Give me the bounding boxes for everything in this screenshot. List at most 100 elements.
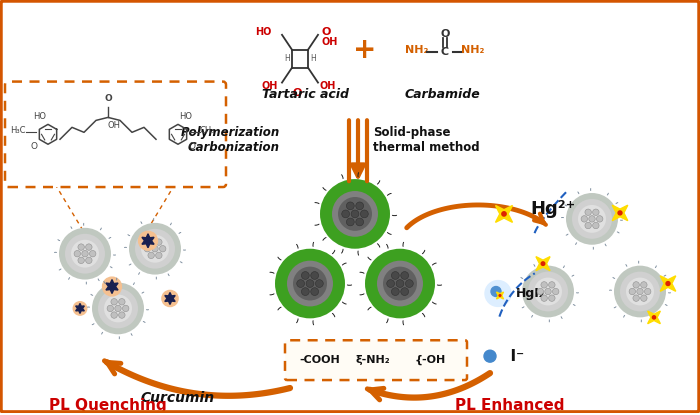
Circle shape — [85, 257, 92, 264]
Circle shape — [316, 280, 323, 288]
Circle shape — [629, 288, 636, 295]
Circle shape — [332, 191, 378, 237]
Circle shape — [585, 209, 591, 215]
Circle shape — [620, 271, 660, 311]
FancyBboxPatch shape — [5, 82, 226, 187]
Circle shape — [552, 288, 559, 295]
Circle shape — [593, 222, 599, 229]
Text: +: + — [354, 36, 377, 64]
Circle shape — [102, 277, 122, 296]
Text: thermal method: thermal method — [373, 141, 480, 154]
Polygon shape — [496, 205, 512, 222]
Text: Carbonization: Carbonization — [188, 141, 280, 154]
Text: OH: OH — [320, 81, 337, 90]
Circle shape — [346, 218, 354, 226]
Circle shape — [302, 271, 309, 279]
Circle shape — [107, 305, 113, 312]
Text: Tartaric acid: Tartaric acid — [262, 88, 349, 101]
Text: HgI₂: HgI₂ — [516, 287, 545, 300]
Circle shape — [640, 282, 647, 288]
Text: H₃C: H₃C — [10, 126, 26, 135]
Circle shape — [111, 312, 118, 318]
Text: O: O — [322, 27, 331, 37]
Circle shape — [275, 249, 345, 318]
Circle shape — [118, 312, 125, 318]
Text: HO: HO — [34, 112, 46, 121]
Text: C: C — [441, 47, 449, 57]
Circle shape — [528, 271, 568, 311]
Text: ξ-NH₂: ξ-NH₂ — [355, 355, 390, 365]
FancyBboxPatch shape — [285, 340, 467, 380]
Circle shape — [141, 235, 169, 263]
Circle shape — [152, 246, 158, 252]
Text: HO: HO — [256, 27, 272, 37]
Circle shape — [401, 288, 409, 295]
Circle shape — [356, 218, 363, 226]
Circle shape — [346, 202, 354, 210]
Circle shape — [139, 232, 158, 250]
Circle shape — [537, 288, 543, 295]
Circle shape — [633, 295, 639, 301]
Circle shape — [485, 281, 511, 306]
Circle shape — [118, 298, 125, 305]
Polygon shape — [536, 256, 550, 271]
Text: {-OH: {-OH — [415, 355, 447, 365]
Text: OH: OH — [322, 37, 338, 47]
Circle shape — [74, 302, 87, 315]
Polygon shape — [612, 205, 628, 221]
Circle shape — [618, 211, 622, 215]
Circle shape — [306, 280, 314, 288]
Circle shape — [115, 305, 121, 312]
Circle shape — [162, 290, 178, 307]
Circle shape — [502, 212, 506, 216]
Circle shape — [311, 271, 318, 279]
Circle shape — [541, 282, 547, 288]
Circle shape — [122, 305, 129, 312]
Polygon shape — [164, 293, 175, 305]
Circle shape — [74, 251, 81, 257]
Polygon shape — [106, 280, 118, 293]
Polygon shape — [142, 234, 154, 248]
Text: H: H — [310, 54, 316, 63]
Circle shape — [293, 266, 327, 300]
Polygon shape — [660, 276, 675, 291]
Circle shape — [356, 202, 363, 210]
Circle shape — [351, 210, 359, 218]
Text: OH: OH — [108, 121, 121, 130]
Text: O: O — [440, 29, 449, 39]
Circle shape — [155, 239, 162, 245]
Circle shape — [499, 295, 501, 296]
Text: Polymerization: Polymerization — [181, 126, 280, 139]
Circle shape — [129, 223, 181, 275]
Polygon shape — [496, 292, 503, 299]
Circle shape — [484, 350, 496, 362]
Circle shape — [90, 251, 96, 257]
Circle shape — [549, 295, 555, 301]
Circle shape — [111, 298, 118, 305]
Text: O: O — [104, 95, 112, 103]
Circle shape — [566, 193, 618, 245]
Circle shape — [541, 295, 547, 301]
Text: -COOH: -COOH — [299, 355, 340, 365]
Circle shape — [614, 266, 666, 317]
Text: O: O — [31, 142, 38, 151]
Circle shape — [581, 216, 587, 222]
Circle shape — [572, 199, 612, 239]
Circle shape — [391, 271, 399, 279]
Circle shape — [98, 288, 138, 328]
Circle shape — [302, 288, 309, 295]
Circle shape — [633, 282, 639, 288]
Text: O: O — [188, 142, 195, 151]
Polygon shape — [76, 303, 84, 313]
Circle shape — [578, 205, 606, 233]
Polygon shape — [648, 311, 660, 324]
Circle shape — [386, 280, 395, 288]
Circle shape — [65, 234, 105, 273]
Circle shape — [160, 246, 166, 252]
Text: O: O — [293, 88, 302, 98]
Text: Curcumin: Curcumin — [141, 391, 215, 405]
Circle shape — [311, 288, 318, 295]
Text: I⁻: I⁻ — [500, 349, 524, 364]
Circle shape — [666, 282, 670, 286]
Circle shape — [640, 295, 647, 301]
